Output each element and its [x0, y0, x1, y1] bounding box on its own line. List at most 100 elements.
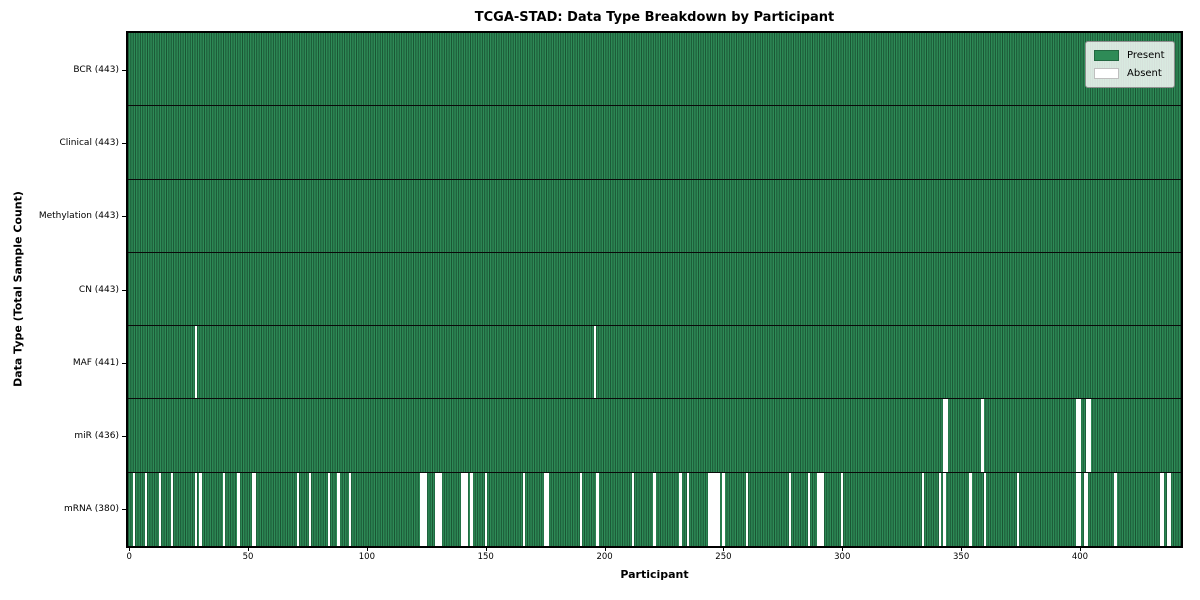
- y-tick-mark: [122, 216, 126, 218]
- absent-stripe: [522, 472, 525, 546]
- y-tick-label-mir: miR (436): [74, 431, 119, 442]
- absent-stripe: [943, 472, 946, 546]
- x-axis-label: Participant: [620, 568, 689, 581]
- heatmap-row-bcr: [128, 33, 1181, 107]
- absent-stripe: [199, 472, 202, 546]
- x-tick-mark: [248, 547, 250, 551]
- x-tick-mark: [961, 547, 963, 551]
- absent-stripe: [921, 472, 925, 546]
- heatmap-row-methylation: [128, 180, 1181, 253]
- absent-stripe: [437, 472, 440, 546]
- absent-stripe: [465, 472, 468, 546]
- absent-stripe: [470, 472, 473, 546]
- absent-stripe: [817, 472, 820, 546]
- absent-stripe: [194, 472, 197, 546]
- absent-stripe: [710, 472, 713, 546]
- x-tick-label-400: 400: [1071, 552, 1089, 562]
- y-tick-label-bcr: BCR (443): [73, 64, 119, 75]
- absent-stripe: [1078, 399, 1082, 472]
- absent-stripe: [841, 472, 844, 546]
- legend-label-present: Present: [1127, 49, 1165, 61]
- absent-stripe: [132, 472, 136, 546]
- y-tick-mark: [122, 509, 126, 511]
- absent-stripe: [253, 472, 257, 546]
- heatmap-row-mrna: [128, 472, 1181, 546]
- heatmap-row-mir: [128, 399, 1181, 473]
- absent-stripe: [945, 399, 949, 472]
- legend-entry-present: Present: [1094, 48, 1166, 63]
- absent-stripe: [1166, 472, 1170, 546]
- y-tick-label-cn: CN (443): [78, 284, 119, 295]
- absent-stripe: [144, 472, 147, 546]
- absent-stripe: [712, 472, 716, 546]
- present-swatch-icon: [1094, 50, 1119, 61]
- plot-area: [126, 31, 1183, 548]
- absent-stripe: [1085, 472, 1089, 546]
- x-tick-label-100: 100: [358, 552, 375, 562]
- absent-stripe: [460, 472, 464, 546]
- absent-stripe: [1076, 399, 1079, 472]
- absent-swatch-icon: [1094, 68, 1119, 79]
- absent-stripe: [788, 472, 792, 546]
- absent-stripe: [807, 472, 811, 546]
- x-tick-label-0: 0: [126, 552, 132, 562]
- absent-stripe: [1088, 399, 1091, 472]
- x-tick-mark: [604, 547, 606, 551]
- legend-label-absent: Absent: [1127, 67, 1162, 79]
- absent-stripe: [170, 472, 174, 546]
- x-tick-label-300: 300: [834, 552, 851, 562]
- absent-stripe: [439, 472, 442, 546]
- absent-stripe: [593, 326, 597, 399]
- y-tick-label-mrna: mRNA (380): [64, 504, 119, 515]
- x-tick-label-250: 250: [715, 552, 732, 562]
- absent-stripe: [463, 472, 466, 546]
- absent-stripe: [327, 472, 331, 546]
- absent-stripe: [1161, 472, 1165, 546]
- absent-stripe: [1169, 472, 1172, 546]
- x-tick-label-50: 50: [242, 552, 254, 562]
- absent-stripe: [969, 472, 972, 546]
- absent-stripe: [1016, 472, 1020, 546]
- absent-stripe: [943, 399, 946, 472]
- x-tick-label-200: 200: [596, 552, 613, 562]
- absent-stripe: [546, 472, 549, 546]
- x-tick-mark: [485, 547, 487, 551]
- y-tick-label-maf: MAF (441): [72, 357, 119, 368]
- absent-stripe: [707, 472, 711, 546]
- absent-stripe: [1076, 472, 1079, 546]
- absent-stripe: [420, 472, 423, 546]
- absent-stripe: [1159, 472, 1162, 546]
- x-tick-label-150: 150: [477, 552, 494, 562]
- absent-stripe: [983, 472, 987, 546]
- absent-stripe: [679, 472, 682, 546]
- absent-stripe: [349, 472, 352, 546]
- absent-stripe: [1085, 399, 1089, 472]
- absent-stripe: [981, 399, 984, 472]
- absent-stripe: [158, 472, 162, 546]
- absent-stripe: [686, 472, 689, 546]
- y-tick-mark: [122, 362, 126, 364]
- absent-stripe: [543, 472, 547, 546]
- x-tick-label-350: 350: [953, 552, 970, 562]
- absent-stripe: [819, 472, 823, 546]
- absent-stripe: [631, 472, 635, 546]
- absent-stripe: [237, 472, 240, 546]
- absent-stripe: [194, 326, 197, 399]
- y-tick-mark: [122, 69, 126, 71]
- heatmap-row-cn: [128, 253, 1181, 327]
- absent-stripe: [296, 472, 300, 546]
- y-tick-label-clinical: Clinical (443): [59, 137, 119, 148]
- absent-stripe: [717, 472, 720, 546]
- absent-stripe: [308, 472, 312, 546]
- absent-stripe: [337, 472, 340, 546]
- absent-stripe: [722, 472, 725, 546]
- y-tick-mark: [122, 436, 126, 438]
- absent-stripe: [1078, 472, 1082, 546]
- absent-stripe: [425, 472, 428, 546]
- heatmap-row-maf: [128, 326, 1181, 400]
- legend-entry-absent: Absent: [1094, 66, 1166, 81]
- x-tick-mark: [129, 547, 131, 551]
- x-tick-mark: [1079, 547, 1081, 551]
- absent-stripe: [251, 472, 254, 546]
